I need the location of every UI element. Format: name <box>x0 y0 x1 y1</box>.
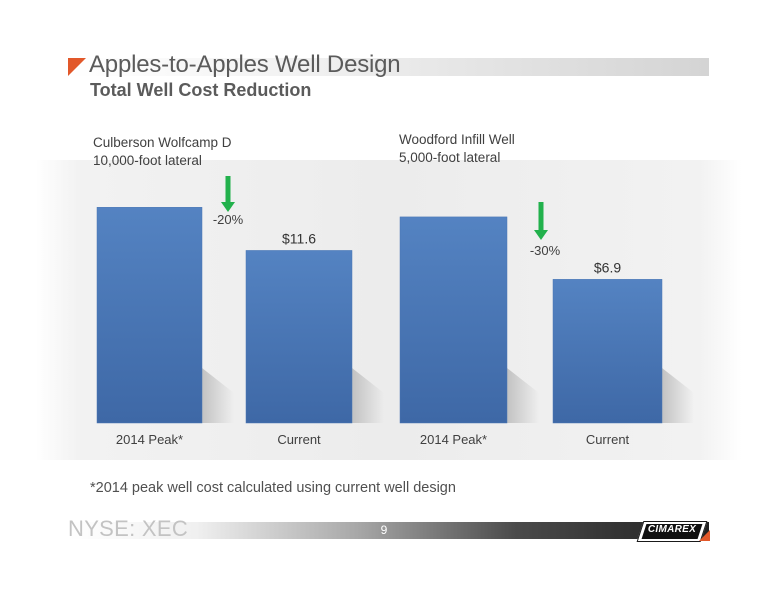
page-number: 9 <box>380 523 388 537</box>
panel-left-subtitle: 10,000-foot lateral <box>93 153 202 168</box>
panel-right-header: Woodford Infill Well 5,000-foot lateral <box>399 131 515 167</box>
down-arrow-icon <box>225 176 231 203</box>
data-label: $11.6 <box>282 230 316 246</box>
x-tick-label: 2014 Peak* <box>420 432 487 447</box>
bar-shadow <box>202 368 234 423</box>
page-subtitle: Total Well Cost Reduction <box>90 80 312 100</box>
footer-bar <box>68 522 709 539</box>
down-arrow-icon <box>538 202 544 231</box>
bar-shadow <box>507 368 539 423</box>
x-tick-label: Current <box>277 432 321 447</box>
footnote: *2014 peak well cost calculated using cu… <box>90 480 456 496</box>
bar <box>245 250 353 424</box>
company-logo-text: CIMAREX <box>647 524 697 535</box>
change-label: -20% <box>213 212 244 227</box>
bar <box>96 207 203 424</box>
panel-left-title: Culberson Wolfcamp D <box>93 135 232 150</box>
panel-right-title: Woodford Infill Well <box>399 132 515 147</box>
title-accent-triangle <box>68 58 86 76</box>
logo-accent-triangle <box>699 530 710 541</box>
footer-ticker: NYSE: XEC <box>68 516 189 541</box>
down-arrow-head-icon <box>221 202 235 212</box>
title-bar <box>68 58 709 76</box>
panel-right-subtitle: 5,000-foot lateral <box>399 150 501 165</box>
change-label: -30% <box>530 243 561 258</box>
bar <box>399 216 508 424</box>
page-title: Apples-to-Apples Well Design <box>89 51 401 78</box>
x-tick-label: Current <box>586 432 630 447</box>
x-tick-label: 2014 Peak* <box>116 432 183 447</box>
down-arrow-head-icon <box>534 230 548 240</box>
data-label: $6.9 <box>594 259 621 275</box>
bar <box>552 279 663 424</box>
bar-shadow <box>352 368 384 423</box>
bar-shadow <box>662 368 694 423</box>
panel-left-header: Culberson Wolfcamp D 10,000-foot lateral <box>93 134 232 170</box>
